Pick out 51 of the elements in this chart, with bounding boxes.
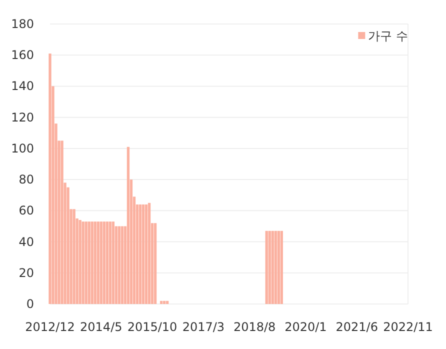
bar (60, 140, 64, 304)
x-tick-label: 2021/6 (336, 320, 378, 334)
bar (148, 202, 151, 304)
bar (82, 222, 84, 304)
bar (277, 230, 280, 304)
x-tick-label: 2018/8 (233, 320, 276, 334)
bar (271, 230, 274, 304)
bar (72, 209, 76, 304)
y-tick-label: 80 (18, 172, 34, 187)
bar (88, 222, 90, 304)
y-tick-label: 180 (11, 17, 34, 31)
y-tick-label: 100 (11, 141, 34, 156)
bar (112, 222, 114, 304)
bar (118, 226, 121, 304)
bar (102, 222, 106, 304)
bar (96, 222, 100, 304)
bar (94, 222, 96, 304)
bar (84, 222, 88, 304)
y-tick-label: 60 (18, 204, 34, 218)
y-tick-label: 120 (11, 110, 34, 124)
bar (126, 146, 130, 304)
bar (138, 204, 142, 304)
bar (144, 204, 148, 304)
x-tick-label: 2015/10 (127, 320, 178, 334)
bar (142, 204, 145, 304)
x-tick-label: 2012/12 (25, 320, 75, 334)
y-tick-label: 160 (11, 48, 34, 62)
bar (154, 223, 157, 304)
bar (160, 300, 163, 304)
bar (268, 230, 271, 304)
bar (265, 230, 268, 304)
bar (100, 222, 102, 304)
y-tick-label: 0 (26, 297, 34, 311)
bar (90, 222, 94, 304)
x-tick-label: 2017/3 (182, 320, 225, 334)
y-tick-label: 40 (18, 234, 34, 249)
bar (106, 222, 108, 304)
bar (166, 300, 169, 304)
x-tick-label: 2014/5 (80, 320, 122, 334)
bar (274, 230, 277, 304)
bar (48, 54, 52, 304)
y-tick-label: 140 (11, 79, 34, 94)
x-tick-label: 2022/11 (383, 320, 433, 334)
bar (108, 222, 112, 304)
y-tick-label: 20 (18, 266, 34, 280)
bar (120, 226, 124, 304)
x-tick-label: 2020/1 (284, 320, 327, 334)
legend-label: 가구 수 (368, 29, 408, 43)
bar (162, 300, 166, 304)
bar (280, 230, 283, 304)
bar (78, 220, 82, 304)
